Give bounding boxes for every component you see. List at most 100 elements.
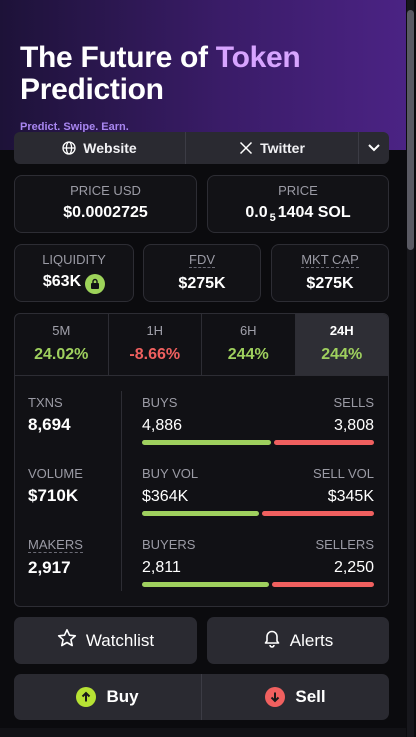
makers-label[interactable]: MAKERS	[28, 537, 83, 553]
price-usd-value: $0.0002725	[63, 204, 148, 221]
more-links-button[interactable]	[359, 132, 389, 164]
price-usd-card: PRICE USD $0.0002725	[14, 175, 197, 233]
timeframe-tabs: 5M 24.02% 1H -8.66% 6H 244% 24H 244%	[15, 314, 388, 376]
volume-value: $710K	[28, 486, 79, 505]
liquidity-value: $63K	[42, 273, 82, 290]
fdv-value: $275K	[178, 275, 226, 292]
buy-vol-value: $364K	[142, 488, 189, 505]
tab-change-value: 24.02%	[34, 346, 89, 363]
volume-ratio-bar	[142, 511, 374, 516]
sell-button[interactable]: Sell	[202, 674, 389, 720]
arrow-up-icon	[76, 687, 97, 707]
scrollbar-thumb[interactable]	[407, 10, 414, 250]
buyers-ratio-bar	[142, 582, 374, 587]
mkt-cap-label[interactable]: MKT CAP	[301, 252, 359, 268]
sells-value: 3,808	[333, 417, 374, 434]
buyers-label: BUYERS	[142, 537, 196, 552]
buyers-sellers-stat: BUYERS SELLERS 2,811 2,250	[142, 537, 374, 587]
buy-vol-bar	[142, 511, 260, 516]
alerts-button[interactable]: Alerts	[207, 617, 389, 664]
banner-title-line2: Prediction	[20, 73, 164, 106]
mkt-cap-value: $275K	[306, 275, 354, 292]
tab-1h[interactable]: 1H -8.66%	[109, 314, 202, 375]
banner-title-text: The Future of	[20, 41, 208, 74]
globe-icon	[62, 141, 76, 155]
x-logo-icon	[239, 141, 253, 155]
makers-value: 2,917	[28, 558, 71, 577]
volume-split-stat: BUY VOL SELL VOL $364K $345K	[142, 466, 374, 516]
watchlist-button[interactable]: Watchlist	[14, 617, 197, 664]
tab-label: 1H	[146, 323, 164, 338]
bell-icon	[263, 628, 281, 653]
sell-label: Sell	[295, 687, 326, 706]
star-icon	[57, 628, 77, 653]
price-sol-card: PRICE 0.0 5 1404 SOL	[207, 175, 389, 233]
lock-icon[interactable]	[85, 274, 106, 294]
price-usd-label: PRICE USD	[70, 183, 141, 198]
price-sol-label: PRICE	[278, 183, 318, 198]
watchlist-label: Watchlist	[85, 630, 155, 650]
sell-vol-label: SELL VOL	[313, 466, 374, 481]
volume-stat: VOLUME $710K	[28, 466, 83, 506]
price-sol-value: 0.0 5 1404 SOL	[208, 204, 388, 224]
txns-stat: TXNS 8,694	[28, 395, 71, 435]
fdv-label[interactable]: FDV	[189, 252, 215, 268]
sell-vol-value: $345K	[327, 488, 374, 505]
liquidity-card: LIQUIDITY $63K	[14, 244, 134, 302]
tab-label: 6H	[239, 323, 257, 338]
scrollbar[interactable]	[407, 0, 414, 737]
twitter-button[interactable]: Twitter	[186, 132, 359, 164]
alerts-label: Alerts	[289, 630, 334, 650]
next-section-edge	[0, 728, 406, 737]
chevron-down-icon	[367, 143, 381, 153]
promo-banner[interactable]: The Future of Token Prediction Predict. …	[0, 0, 406, 150]
buys-sells-stat: BUYS SELLS 4,886 3,808	[142, 395, 374, 445]
buyers-bar	[142, 582, 270, 587]
sells-label: SELLS	[333, 395, 374, 410]
price-sol-rest: 1404 SOL	[277, 204, 351, 221]
buy-label: Buy	[106, 687, 139, 706]
social-links-bar: Website Twitter	[14, 132, 389, 164]
fdv-card: FDV $275K	[143, 244, 261, 302]
liquidity-value-row: $63K	[15, 273, 133, 294]
website-label: Website	[83, 140, 137, 156]
liquidity-label: LIQUIDITY	[42, 252, 106, 267]
txns-value: 8,694	[28, 415, 71, 434]
buyers-value: 2,811	[142, 559, 181, 576]
tab-change-value: 244%	[227, 346, 269, 363]
twitter-label: Twitter	[260, 140, 305, 156]
buys-value: 4,886	[142, 417, 183, 434]
mkt-cap-card: MKT CAP $275K	[271, 244, 389, 302]
tab-24h[interactable]: 24H 244%	[295, 314, 388, 375]
txns-label: TXNS	[28, 395, 63, 410]
sells-bar	[273, 440, 374, 445]
buys-bar	[142, 440, 271, 445]
price-sol-zero-count: 5	[269, 212, 276, 224]
sell-vol-bar	[262, 511, 374, 516]
price-sol-prefix: 0.0	[245, 204, 268, 221]
sellers-value: 2,250	[333, 559, 374, 576]
arrow-down-icon	[265, 687, 286, 707]
tab-5m[interactable]: 5M 24.02%	[15, 314, 109, 375]
makers-stat: MAKERS 2,917	[28, 537, 83, 578]
stats-grid: TXNS 8,694 VOLUME $710K MAKERS 2,917 BUY…	[15, 376, 388, 606]
banner-title-accent: Token	[215, 41, 301, 74]
sellers-label: SELLERS	[315, 537, 374, 552]
banner-title: The Future of Token Prediction	[20, 42, 400, 106]
buy-vol-label: BUY VOL	[142, 466, 199, 481]
stats-divider	[121, 391, 122, 591]
volume-label: VOLUME	[28, 466, 83, 481]
tab-change-value: 244%	[321, 346, 363, 363]
tab-label: 24H	[329, 323, 354, 338]
buys-label: BUYS	[142, 395, 178, 410]
buy-button[interactable]: Buy	[14, 674, 202, 720]
sellers-bar	[272, 582, 374, 587]
banner-tagline: Predict. Swipe. Earn.	[20, 121, 129, 133]
buys-sells-ratio-bar	[142, 440, 374, 445]
tab-change-value: -8.66%	[129, 346, 181, 363]
tab-6h[interactable]: 6H 244%	[202, 314, 296, 375]
tab-label: 5M	[52, 323, 71, 338]
website-button[interactable]: Website	[14, 132, 186, 164]
timeframe-stats-panel: 5M 24.02% 1H -8.66% 6H 244% 24H 244% TXN…	[14, 313, 389, 607]
trade-buttons: Buy Sell	[14, 674, 389, 720]
